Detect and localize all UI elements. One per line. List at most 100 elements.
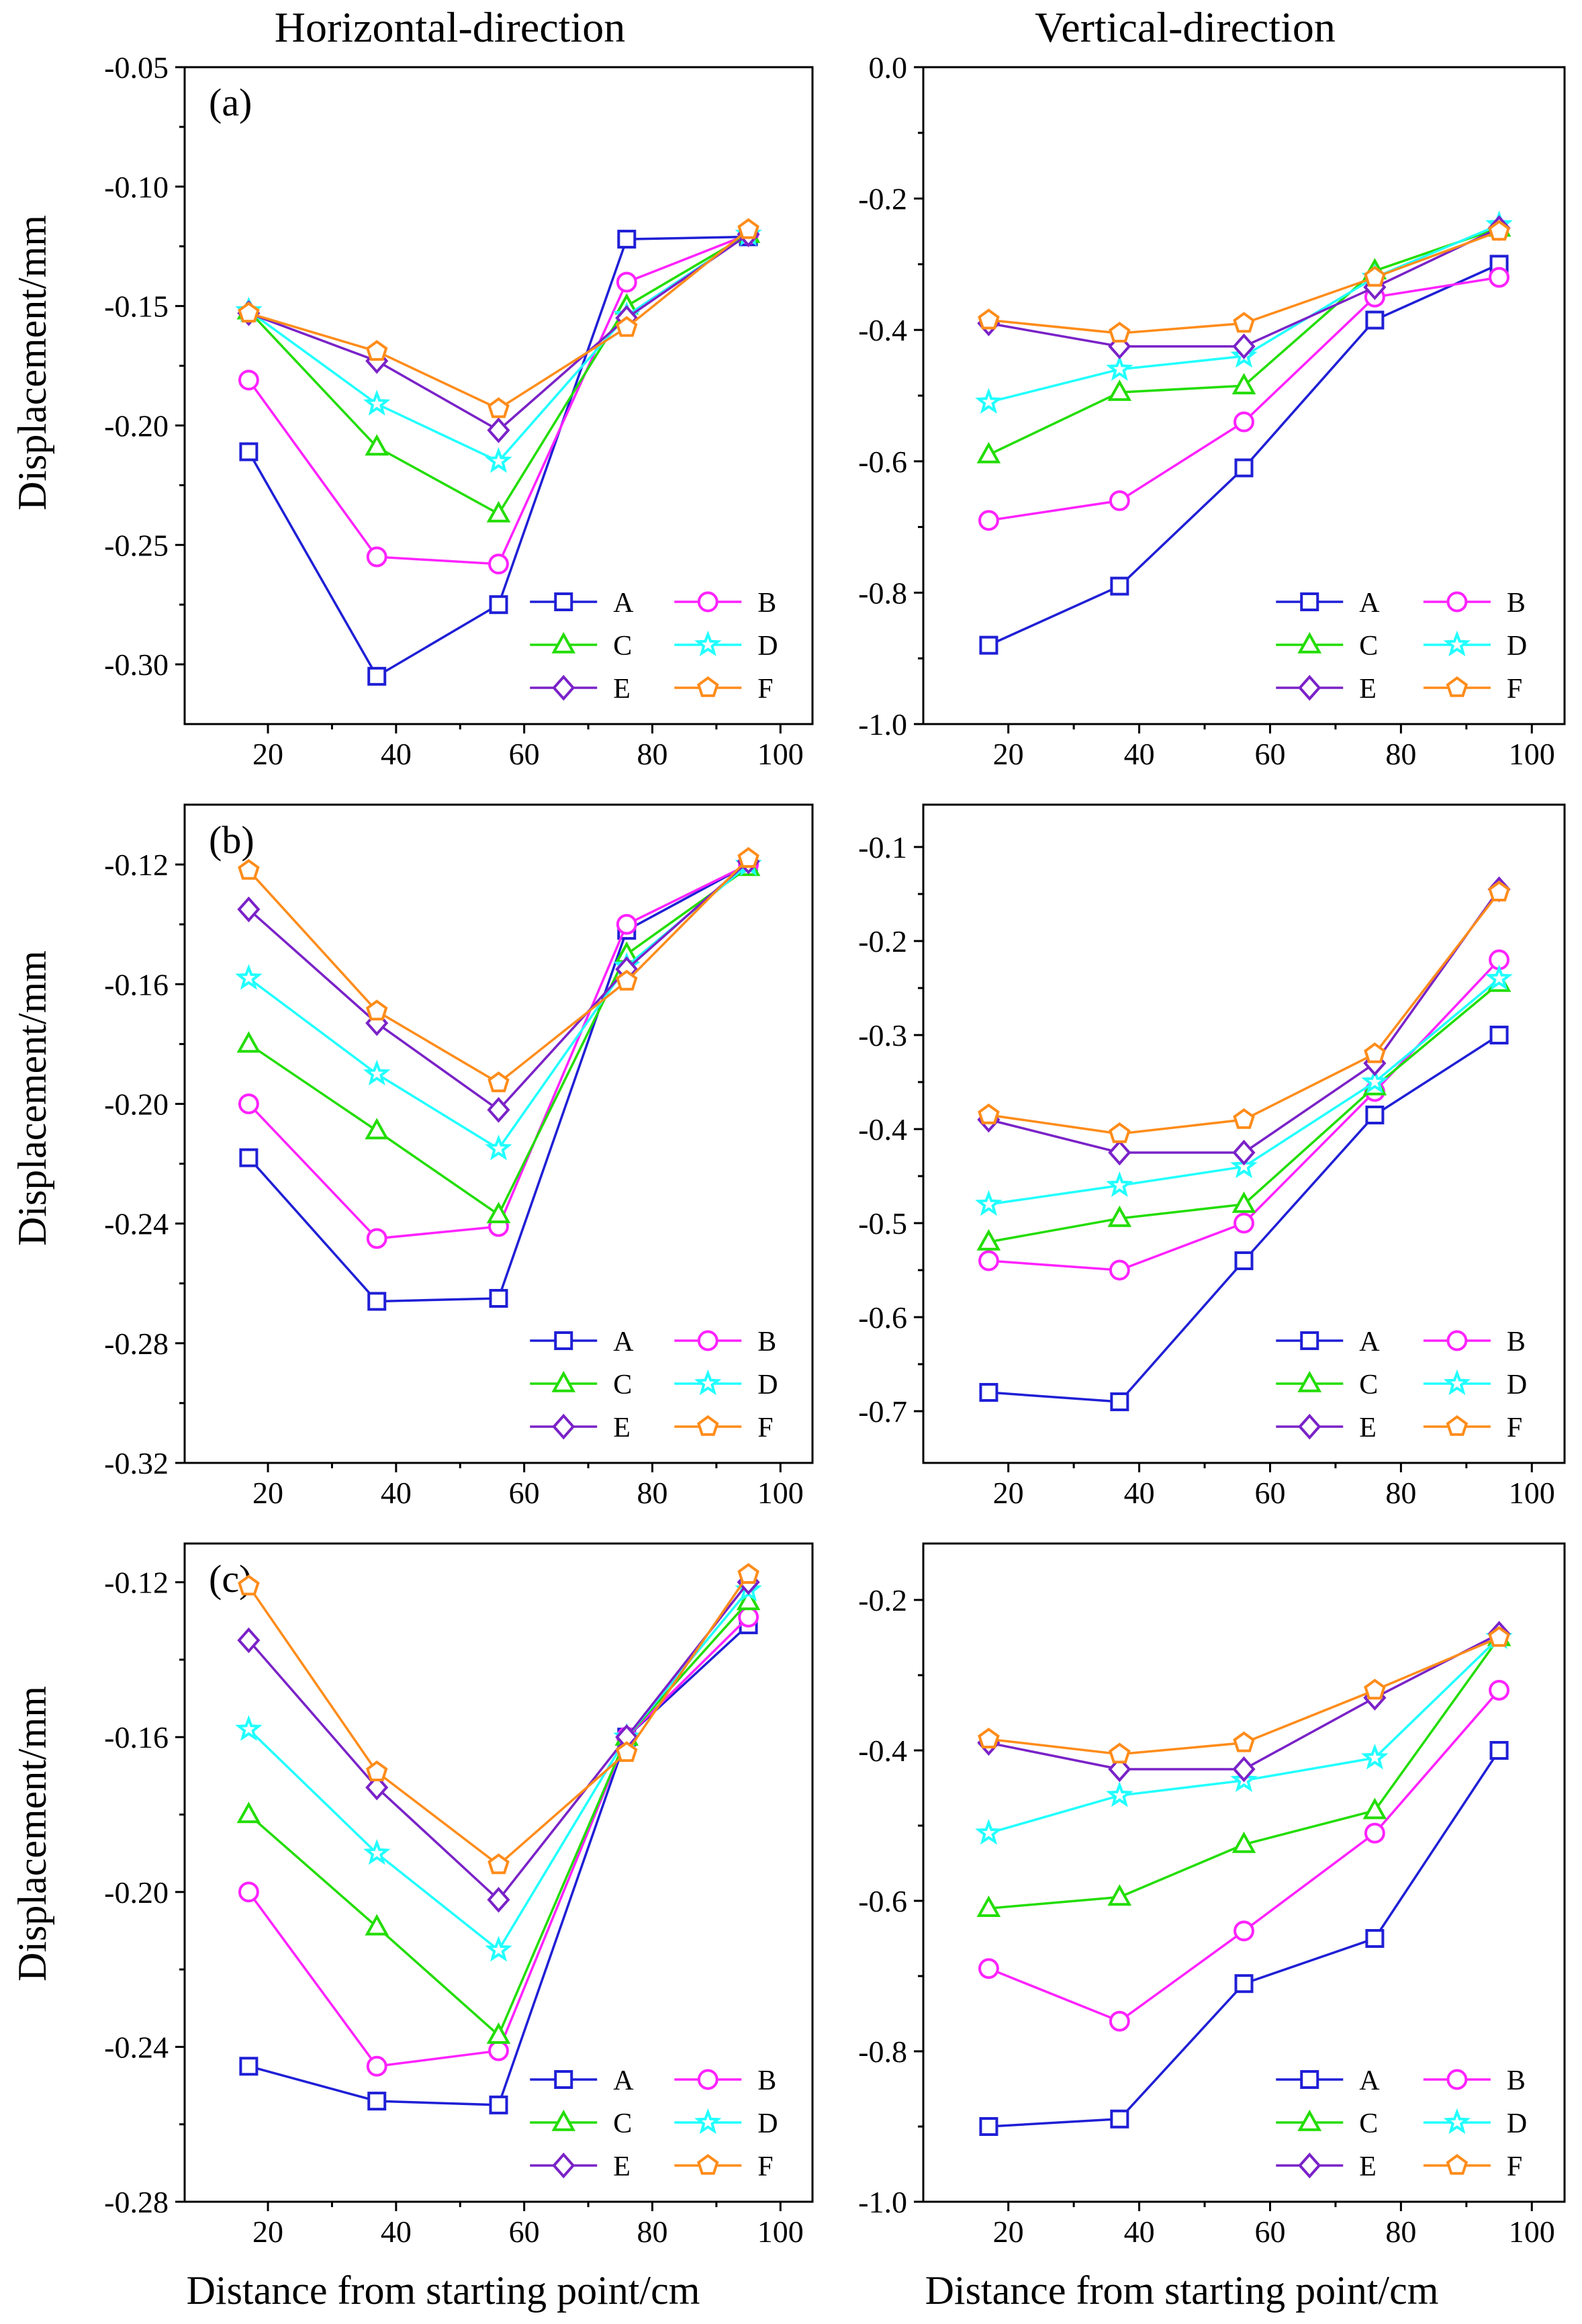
data-point-F bbox=[1364, 1679, 1386, 1700]
data-point-B bbox=[238, 369, 259, 391]
data-point-A bbox=[239, 2057, 259, 2076]
data-point-B bbox=[1234, 1920, 1254, 1942]
data-point-C bbox=[976, 441, 1001, 463]
data-point-F bbox=[1109, 322, 1131, 343]
x-tick-label: 80 bbox=[637, 737, 667, 771]
legend-marker-A bbox=[1300, 1331, 1319, 1350]
legend-label-C: C bbox=[1359, 631, 1378, 662]
series-line-F bbox=[988, 891, 1500, 1135]
legend-marker-D bbox=[1443, 630, 1471, 657]
legend-label-B: B bbox=[1507, 1327, 1526, 1357]
data-point-D bbox=[485, 1936, 512, 1962]
data-point-A bbox=[1489, 1026, 1509, 1044]
legend-label-F: F bbox=[757, 674, 773, 705]
legend-label-B: B bbox=[757, 1327, 776, 1357]
data-point-B bbox=[616, 271, 637, 293]
legend-marker-B bbox=[1446, 591, 1468, 613]
x-tick-label: 20 bbox=[993, 2215, 1024, 2249]
data-point-F bbox=[978, 308, 1000, 330]
data-point-E bbox=[1108, 1756, 1131, 1783]
data-point-C bbox=[486, 500, 511, 523]
data-point-F bbox=[1364, 1042, 1386, 1063]
data-point-E bbox=[487, 1887, 510, 1913]
x-tick-label: 100 bbox=[757, 737, 804, 771]
chart-panel-6: 20 40 60 80 100 -1.0 -0.8 -0.6 -0.4 -0.2 A B C D E F bbox=[858, 1542, 1566, 2249]
legend-marker-F bbox=[1446, 2153, 1469, 2175]
legend-marker-F bbox=[697, 1415, 719, 1436]
x-tick-label: 60 bbox=[1254, 1476, 1285, 1510]
x-tick-label: 20 bbox=[252, 737, 283, 771]
legend-label-F: F bbox=[1507, 1413, 1522, 1443]
series-line-F bbox=[248, 228, 749, 410]
legend-label-A: A bbox=[1359, 2065, 1380, 2096]
x-tick-label: 80 bbox=[637, 2215, 667, 2249]
data-point-C bbox=[1231, 373, 1256, 395]
y-tick-label: -0.8 bbox=[858, 576, 907, 610]
data-point-C bbox=[1107, 379, 1132, 401]
series-F bbox=[238, 1563, 759, 1875]
data-point-D bbox=[235, 964, 263, 990]
legend-label-B: B bbox=[757, 2065, 776, 2096]
x-tick-label: 40 bbox=[381, 737, 412, 771]
data-point-D bbox=[485, 1134, 512, 1161]
series-B bbox=[978, 1679, 1509, 2032]
legend-marker-E bbox=[1298, 1413, 1321, 1440]
data-point-B bbox=[1489, 267, 1509, 288]
series-line-C bbox=[248, 1601, 749, 2038]
legend-label-F: F bbox=[757, 2151, 773, 2182]
data-point-B bbox=[978, 1958, 999, 1979]
data-point-F bbox=[616, 316, 638, 337]
legend-label-D: D bbox=[1507, 631, 1527, 662]
y-tick-label: -0.3 bbox=[858, 1018, 907, 1053]
data-point-B bbox=[1109, 1259, 1130, 1281]
y-tick-label: -0.24 bbox=[104, 1207, 169, 1241]
data-point-E bbox=[1108, 1139, 1131, 1166]
x-tick-label: 20 bbox=[252, 1476, 283, 1510]
y-tick-label: -0.6 bbox=[858, 445, 907, 479]
data-point-B bbox=[488, 2040, 509, 2061]
legend-marker-D bbox=[1443, 2108, 1471, 2135]
data-point-F bbox=[737, 1563, 759, 1584]
series-E bbox=[237, 1569, 760, 1913]
x-tick-label: 100 bbox=[1509, 737, 1555, 771]
y-tick-label: -0.10 bbox=[104, 170, 169, 204]
series-line-E bbox=[248, 1581, 749, 1902]
x-tick-label: 60 bbox=[1254, 737, 1285, 771]
data-point-A bbox=[1110, 576, 1129, 596]
data-point-D bbox=[1361, 1743, 1389, 1770]
legend-label-A: A bbox=[613, 1327, 634, 1357]
data-point-E bbox=[365, 1774, 389, 1801]
legend-marker-A bbox=[1300, 2070, 1319, 2089]
legend-label-E: E bbox=[1359, 674, 1377, 705]
plot-frame bbox=[183, 66, 814, 725]
series-line-F bbox=[248, 857, 749, 1085]
data-point-D bbox=[1230, 1152, 1258, 1179]
legend-label-A: A bbox=[1359, 1327, 1380, 1357]
legend-marker-E bbox=[1298, 674, 1321, 701]
data-point-A bbox=[1234, 1974, 1254, 1994]
data-point-F bbox=[238, 1574, 260, 1596]
data-point-B bbox=[366, 2055, 387, 2077]
x-tick-label: 40 bbox=[381, 1476, 412, 1510]
legend: A B C D E F bbox=[530, 588, 778, 705]
data-point-E bbox=[487, 417, 510, 443]
column-title-horizontal: Horizontal-direction bbox=[275, 3, 625, 51]
data-point-A bbox=[367, 666, 387, 686]
y-tick-label: -0.28 bbox=[104, 2185, 169, 2219]
legend-marker-F bbox=[1446, 676, 1469, 697]
data-point-B bbox=[1364, 1822, 1385, 1844]
x-tick-label: 100 bbox=[757, 2215, 804, 2249]
plot-frame bbox=[183, 803, 814, 1464]
y-tick-label: -1.0 bbox=[858, 2185, 907, 2219]
data-point-D bbox=[1485, 964, 1513, 991]
data-point-E bbox=[1232, 1139, 1256, 1166]
data-point-F bbox=[238, 302, 260, 323]
ylabel-row-a: Displacement/mm bbox=[10, 215, 54, 510]
legend: A B C D E F bbox=[1276, 1327, 1527, 1443]
legend-marker-D bbox=[694, 2108, 722, 2135]
data-point-F bbox=[1233, 1108, 1255, 1129]
data-point-C bbox=[1231, 1831, 1256, 1853]
y-tick-label: -0.16 bbox=[104, 967, 169, 1001]
legend-marker-F bbox=[697, 2153, 719, 2175]
chart-panel-1: 20 40 60 80 100 -0.30 -0.25 -0.20 -0.15 -0.10 -0.0… bbox=[104, 50, 814, 771]
